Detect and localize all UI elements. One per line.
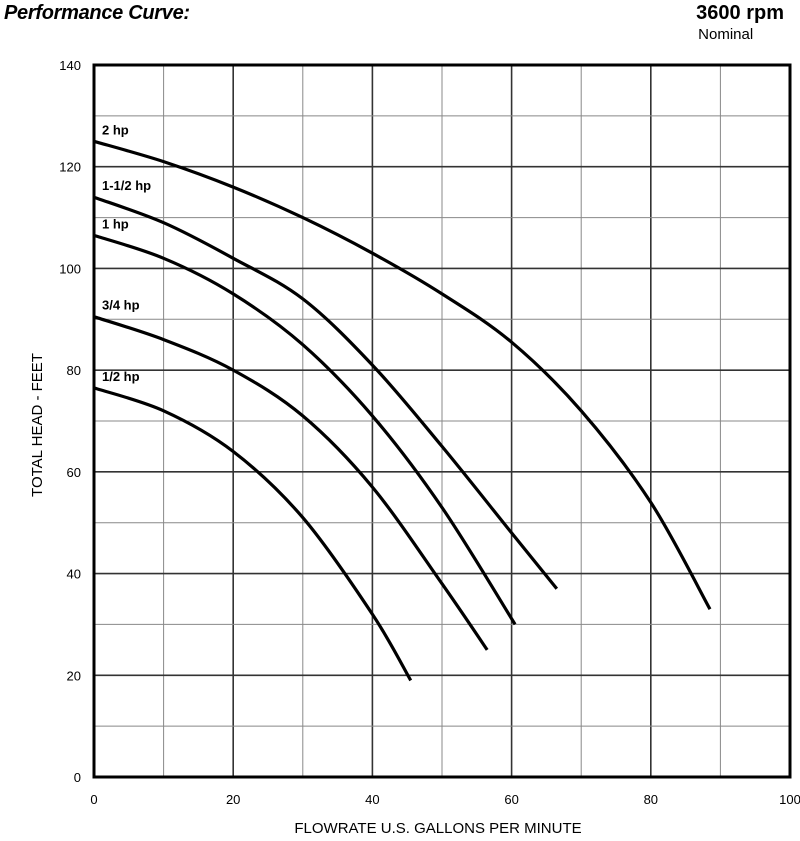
- y-tick-label: 80: [67, 363, 81, 378]
- grid-lines: [94, 65, 790, 777]
- curve-series-3: [93, 315, 489, 651]
- rpm-note: Nominal: [698, 26, 754, 43]
- series-label: 2 hp: [102, 122, 129, 137]
- y-tick-label: 0: [74, 770, 81, 785]
- series-label: 1/2 hp: [102, 369, 140, 384]
- plot-frame: [92, 63, 792, 779]
- x-tick-label: 60: [504, 792, 518, 807]
- y-tick-label: 20: [67, 668, 81, 683]
- curve-series-4: [93, 386, 413, 682]
- series-label: 3/4 hp: [102, 298, 140, 313]
- y-tick-label: 40: [67, 567, 81, 582]
- page-title: Performance Curve:: [4, 2, 190, 24]
- y-tick-label: 140: [59, 58, 81, 73]
- x-axis-label: FLOWRATE U.S. GALLONS PER MINUTE: [294, 820, 581, 837]
- series-label: 1-1/2 hp: [102, 178, 151, 193]
- curve-series-2: [93, 233, 517, 626]
- y-axis-label: TOTAL HEAD - FEET: [29, 353, 46, 497]
- x-tick-label: 80: [644, 792, 658, 807]
- series-labels: 2 hp 1-1/2 hp 1 hp 3/4 hp 1/2 hp: [102, 122, 151, 384]
- x-tick-label: 20: [226, 792, 240, 807]
- curve-series-1: [93, 195, 559, 590]
- rpm-value: 3600 rpm: [696, 2, 784, 24]
- y-tick-label: 100: [59, 261, 81, 276]
- curve-series-0: [93, 139, 712, 610]
- curves: [93, 139, 712, 682]
- speed-info: 3600 rpm Nominal: [696, 2, 784, 43]
- x-tick-label: 0: [90, 792, 97, 807]
- tick-labels: 0 20 40 60 80 100 0 20 40 60 80 100 120 140: [59, 58, 800, 807]
- x-tick-label: 100: [779, 792, 800, 807]
- series-label: 1 hp: [102, 216, 129, 231]
- x-tick-label: 40: [365, 792, 379, 807]
- y-tick-label: 120: [59, 160, 81, 175]
- y-tick-label: 60: [67, 465, 81, 480]
